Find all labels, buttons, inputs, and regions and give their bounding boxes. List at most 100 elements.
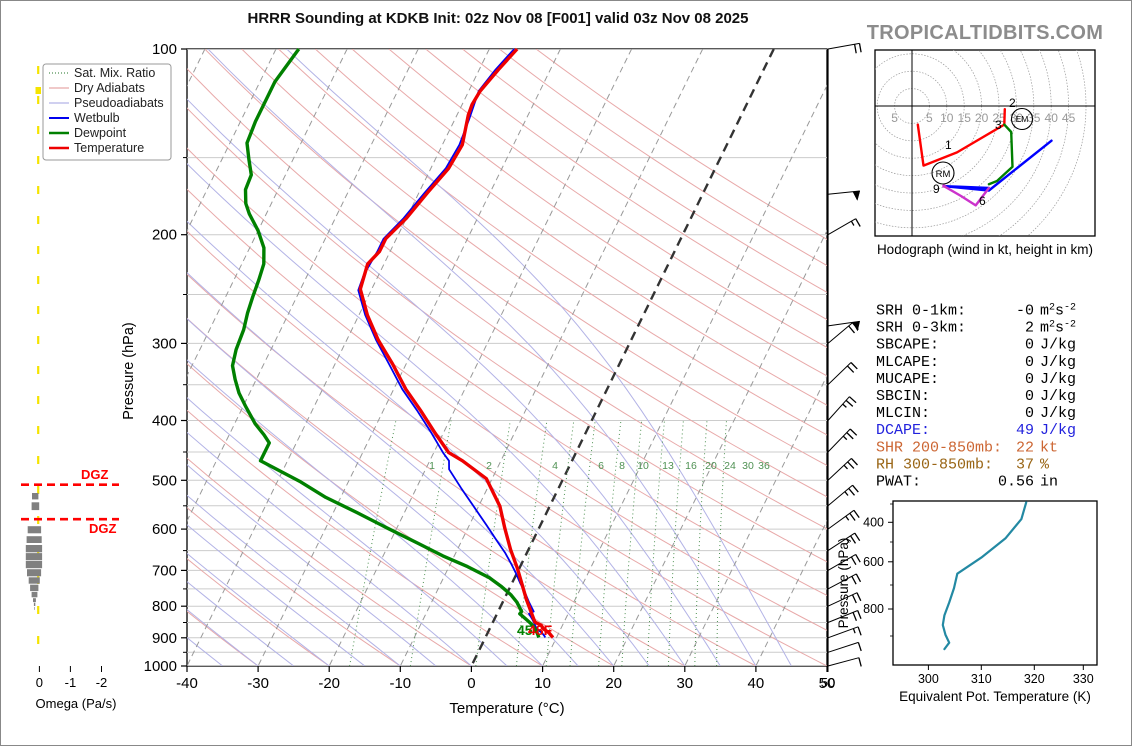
svg-text:30: 30 xyxy=(676,675,693,692)
svg-text:-30: -30 xyxy=(247,675,269,692)
svg-text:Omega (Pa/s): Omega (Pa/s) xyxy=(36,696,117,711)
svg-text:2: 2 xyxy=(1009,96,1016,110)
svg-text:310: 310 xyxy=(971,672,992,686)
svg-text:10: 10 xyxy=(940,111,954,125)
svg-text:Temperature (°C): Temperature (°C) xyxy=(449,700,564,717)
svg-text:20: 20 xyxy=(605,675,622,692)
svg-text:J/kg: J/kg xyxy=(1040,354,1076,371)
svg-text:3: 3 xyxy=(995,118,1002,132)
svg-text:0: 0 xyxy=(1025,337,1034,354)
svg-text:Equivalent Pot. Temperature (K: Equivalent Pot. Temperature (K) xyxy=(899,689,1091,704)
svg-text:36: 36 xyxy=(758,460,770,472)
svg-text:Pressure (hPa): Pressure (hPa) xyxy=(836,538,851,629)
svg-text:5: 5 xyxy=(891,111,898,125)
svg-text:RH 300-850mb:: RH 300-850mb: xyxy=(876,456,993,473)
svg-text:9: 9 xyxy=(933,182,940,196)
svg-text:DGZ: DGZ xyxy=(81,467,109,482)
svg-text:SRH 0-1km:: SRH 0-1km: xyxy=(876,303,966,320)
svg-text:0.56: 0.56 xyxy=(998,474,1034,491)
svg-text:300: 300 xyxy=(152,335,177,352)
svg-text:320: 320 xyxy=(1024,672,1045,686)
svg-text:800: 800 xyxy=(863,602,884,616)
svg-text:Sat. Mix. Ratio: Sat. Mix. Ratio xyxy=(74,66,155,80)
svg-text:40: 40 xyxy=(748,675,765,692)
svg-text:500: 500 xyxy=(152,472,177,489)
svg-text:800: 800 xyxy=(152,598,177,615)
svg-text:TROPICALTIDBITS.COM: TROPICALTIDBITS.COM xyxy=(867,22,1103,44)
svg-text:400: 400 xyxy=(152,413,177,430)
svg-text:35: 35 xyxy=(1027,111,1041,125)
svg-text:0: 0 xyxy=(467,675,475,692)
svg-text:100: 100 xyxy=(152,41,177,58)
svg-text:50: 50 xyxy=(821,675,835,690)
svg-text:48F: 48F xyxy=(528,622,553,638)
svg-text:22: 22 xyxy=(1016,439,1034,456)
svg-text:30: 30 xyxy=(742,460,754,472)
svg-text:24: 24 xyxy=(724,460,736,472)
svg-text:%: % xyxy=(1040,456,1050,473)
svg-text:-0: -0 xyxy=(1016,303,1034,320)
svg-text:10: 10 xyxy=(637,460,649,472)
svg-text:600: 600 xyxy=(863,555,884,569)
svg-text:20: 20 xyxy=(975,111,989,125)
svg-text:5: 5 xyxy=(926,111,933,125)
svg-text:kt: kt xyxy=(1040,439,1058,456)
svg-text:MUCAPE:: MUCAPE: xyxy=(876,371,939,388)
svg-text:6: 6 xyxy=(598,460,604,472)
svg-text:40: 40 xyxy=(1045,111,1059,125)
svg-text:0: 0 xyxy=(1025,388,1034,405)
svg-text:J/kg: J/kg xyxy=(1040,371,1076,388)
svg-text:-1: -1 xyxy=(65,675,77,690)
svg-text:Wetbulb: Wetbulb xyxy=(74,111,120,125)
svg-text:330: 330 xyxy=(1073,672,1094,686)
svg-text:13: 13 xyxy=(662,460,674,472)
svg-text:200: 200 xyxy=(152,227,177,244)
svg-text:16: 16 xyxy=(685,460,697,472)
svg-text:2: 2 xyxy=(1025,320,1034,337)
svg-text:DGZ: DGZ xyxy=(89,521,117,536)
svg-text:37: 37 xyxy=(1016,456,1034,473)
svg-text:Dewpoint: Dewpoint xyxy=(74,126,127,140)
svg-text:900: 900 xyxy=(152,630,177,647)
svg-text:MLCAPE:: MLCAPE: xyxy=(876,354,939,371)
svg-text:8: 8 xyxy=(619,460,625,472)
svg-text:MLCIN:: MLCIN: xyxy=(876,405,930,422)
svg-text:DCAPE:: DCAPE: xyxy=(876,422,930,439)
svg-text:2: 2 xyxy=(486,460,492,472)
svg-text:in: in xyxy=(1040,474,1058,491)
svg-text:10: 10 xyxy=(534,675,551,692)
svg-text:600: 600 xyxy=(152,521,177,538)
svg-text:15: 15 xyxy=(958,111,972,125)
svg-text:SRH 0-3km:: SRH 0-3km: xyxy=(876,320,966,337)
svg-text:300: 300 xyxy=(918,672,939,686)
svg-text:20: 20 xyxy=(705,460,717,472)
svg-text:RM: RM xyxy=(936,169,951,180)
svg-text:J/kg: J/kg xyxy=(1040,422,1076,439)
svg-text:-2: -2 xyxy=(96,675,108,690)
svg-text:4: 4 xyxy=(552,460,558,472)
svg-text:Pseudoadiabats: Pseudoadiabats xyxy=(74,96,164,110)
svg-text:EM: EM xyxy=(1016,114,1029,124)
svg-text:SBCAPE:: SBCAPE: xyxy=(876,337,939,354)
svg-text:1000: 1000 xyxy=(144,658,177,675)
svg-text:HRRR Sounding at KDKB Init: 02: HRRR Sounding at KDKB Init: 02z Nov 08 [… xyxy=(248,10,749,27)
svg-text:J/kg: J/kg xyxy=(1040,337,1076,354)
svg-text:Temperature: Temperature xyxy=(74,141,144,155)
svg-text:0: 0 xyxy=(1025,405,1034,422)
svg-text:SBCIN:: SBCIN: xyxy=(876,388,930,405)
svg-text:0: 0 xyxy=(1025,354,1034,371)
svg-text:1: 1 xyxy=(429,460,435,472)
svg-text:0: 0 xyxy=(36,675,43,690)
svg-text:6: 6 xyxy=(979,194,986,208)
svg-text:400: 400 xyxy=(863,515,884,529)
svg-text:Pressure (hPa): Pressure (hPa) xyxy=(121,322,137,420)
svg-text:-20: -20 xyxy=(318,675,340,692)
svg-text:J/kg: J/kg xyxy=(1040,405,1076,422)
svg-text:PWAT:: PWAT: xyxy=(876,474,921,491)
svg-text:-10: -10 xyxy=(389,675,411,692)
svg-text:-40: -40 xyxy=(176,675,198,692)
svg-text:0: 0 xyxy=(1025,371,1034,388)
svg-text:49: 49 xyxy=(1016,422,1034,439)
svg-text:Hodograph (wind in kt, height: Hodograph (wind in kt, height in km) xyxy=(877,242,1093,257)
svg-text:700: 700 xyxy=(152,562,177,579)
